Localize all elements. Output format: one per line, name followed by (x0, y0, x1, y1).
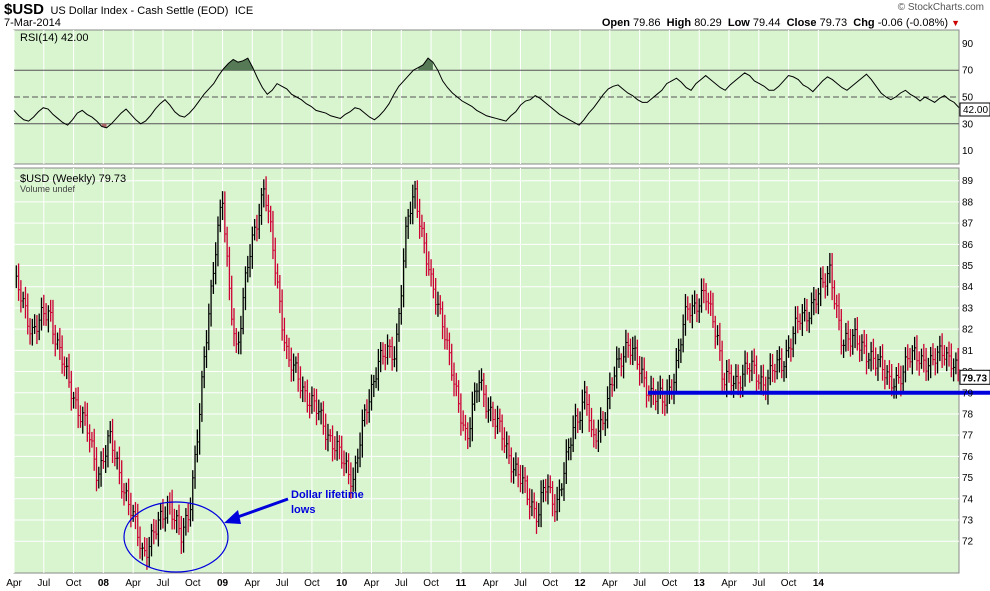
x-tick-label: 10 (336, 578, 348, 589)
annotation-arrowhead-icon (224, 510, 241, 524)
x-tick-label: Apr (721, 578, 737, 589)
x-tick-label: Oct (662, 578, 678, 589)
price-y-tick-label: 84 (962, 282, 974, 293)
x-tick-label: Oct (542, 578, 558, 589)
open-value: 79.86 (633, 17, 661, 29)
lifetime-lows-circle (123, 501, 229, 573)
x-tick-label: Jul (633, 578, 646, 589)
price-y-tick-label: 85 (962, 261, 974, 272)
rsi-layer (13, 57, 960, 129)
annotation-text-line2: lows (291, 504, 315, 516)
chart-header: $USD US Dollar Index - Cash Settle (EOD)… (4, 1, 253, 19)
x-tick-label: 12 (574, 578, 586, 589)
price-last-value-box (959, 369, 990, 385)
close-value: 79.73 (819, 17, 848, 29)
price-panel (13, 167, 960, 574)
price-y-tick-label: 74 (962, 494, 974, 505)
high-value: 80.29 (694, 17, 722, 29)
price-y-tick-label: 77 (962, 431, 974, 442)
price-y-tick-label: 89 (962, 176, 974, 187)
ohlc-readout: Open 79.86 High 80.29 Low 79.44 Close 79… (602, 17, 960, 29)
volume-legend: Volume undef (20, 184, 76, 194)
price-y-tick-label: 81 (962, 346, 974, 357)
x-tick-label: Apr (125, 578, 141, 589)
price-y-tick-label: 86 (962, 240, 974, 251)
price-y-tick-label: 73 (962, 515, 974, 526)
rsi-oversold-fill (101, 123, 107, 128)
chg-value: -0.06 (-0.08%) (877, 17, 949, 29)
rsi-y-tick-label: 50 (962, 93, 974, 104)
price-y-tick-label: 82 (962, 325, 974, 336)
x-tick-label: Oct (304, 578, 320, 589)
rsi-overbought-fill (223, 58, 253, 71)
rsi-y-tick-label: 10 (962, 146, 974, 157)
instrument-title: US Dollar Index - Cash Settle (EOD) (50, 5, 229, 17)
rsi-y-tick-label: 70 (962, 66, 974, 77)
x-tick-label: Apr (483, 578, 499, 589)
rsi-line (13, 57, 960, 129)
x-tick-label: Apr (245, 578, 261, 589)
price-y-tick-label: 75 (962, 473, 974, 484)
x-tick-label: 14 (813, 578, 825, 589)
annotation-arrow-line (231, 497, 289, 521)
price-legend: $USD (Weekly) 79.73 (20, 173, 126, 185)
close-label: Close (786, 17, 817, 29)
x-tick-label: Jul (157, 578, 170, 589)
price-y-tick-label: 72 (962, 537, 974, 548)
rsi-y-tick-label: 30 (962, 119, 974, 130)
low-label: Low (727, 17, 750, 29)
annotation-text-line1: Dollar lifetime (291, 489, 364, 501)
x-tick-label: 13 (694, 578, 706, 589)
x-tick-label: Apr (602, 578, 618, 589)
x-tick-label: Oct (66, 578, 82, 589)
price-y-tick-label: 88 (962, 197, 974, 208)
chart-date: 7-Mar-2014 (4, 17, 61, 29)
price-layer (15, 176, 990, 570)
x-tick-label: Oct (423, 578, 439, 589)
rsi-legend: RSI(14) 42.00 (20, 32, 88, 44)
chg-label: Chg (853, 17, 875, 29)
down-arrow-icon: ▼ (951, 18, 960, 28)
rsi-y-tick-label: 90 (962, 39, 974, 50)
x-tick-label: Apr (364, 578, 380, 589)
price-y-tick-label: 76 (962, 452, 974, 463)
price-y-tick-label: 79 (962, 388, 974, 399)
stockcharts-brand[interactable]: © StockCharts.com (897, 2, 984, 13)
rsi-overbought-fill (418, 58, 433, 71)
x-tick-label: Jul (395, 578, 408, 589)
low-value: 79.44 (752, 17, 781, 29)
price-y-tick-label: 83 (962, 303, 974, 314)
rsi-last-value: 42.00 (963, 105, 988, 116)
ticker-symbol: $USD (4, 1, 45, 18)
x-tick-label: Jul (752, 578, 765, 589)
open-label: Open (601, 17, 630, 29)
x-tick-label: 11 (456, 578, 467, 589)
x-tick-label: Jul (514, 578, 527, 589)
x-tick-label: Jul (37, 578, 50, 589)
x-tick-label: Apr (6, 578, 22, 589)
axis-layer: Apr Jul Oct 08 Apr Jul Oct 09 Apr Jul Oct 10 Apr Jul O… (6, 39, 973, 589)
price-y-tick-label: 78 (962, 409, 974, 420)
price-y-tick-label: 87 (962, 219, 974, 230)
x-tick-label: 09 (217, 578, 229, 589)
x-tick-label: Oct (185, 578, 201, 589)
price-last-value: 79.73 (962, 373, 987, 384)
x-tick-label: 08 (98, 578, 110, 589)
high-label: High (666, 17, 692, 29)
exchange-label: ICE (234, 5, 254, 17)
x-tick-label: Jul (276, 578, 289, 589)
x-tick-label: Oct (781, 578, 797, 589)
rsi-last-value-box (959, 102, 990, 117)
